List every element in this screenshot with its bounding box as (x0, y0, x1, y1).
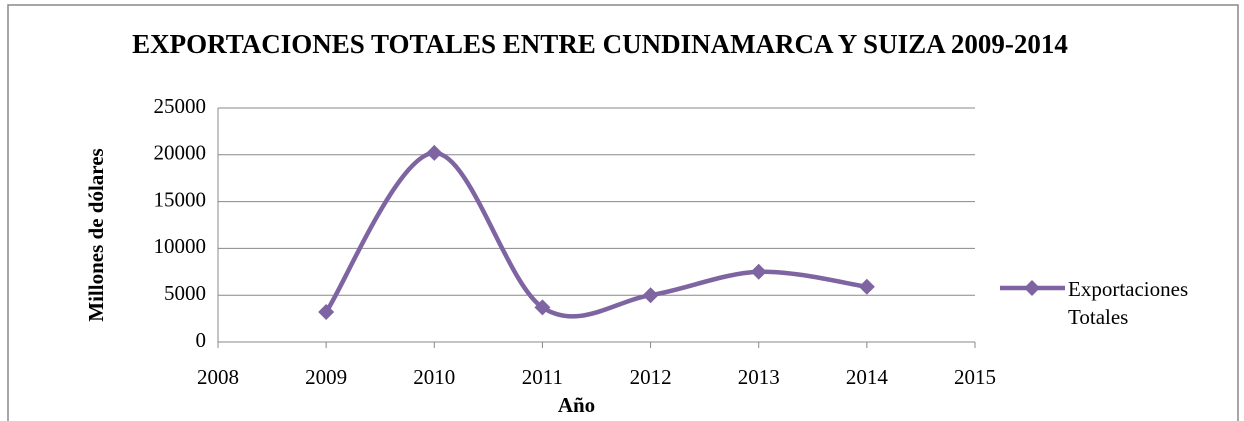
legend-label: Exportaciones Totales (1068, 277, 1189, 329)
data-point (426, 144, 443, 161)
x-tick-label: 2012 (630, 365, 672, 389)
x-tick-label: 2015 (954, 365, 996, 389)
chart-title: EXPORTACIONES TOTALES ENTRE CUNDINAMARCA… (132, 29, 1068, 59)
data-point (642, 287, 659, 304)
x-tick-label: 2013 (738, 365, 780, 389)
x-tick-label: 2011 (522, 365, 563, 389)
y-tick-label: 20000 (154, 141, 207, 165)
data-point (318, 304, 335, 321)
y-tick-label: 25000 (154, 94, 207, 118)
data-point (750, 263, 767, 280)
y-tick-label: 15000 (154, 187, 207, 211)
x-tick-label: 2008 (197, 365, 239, 389)
x-tick-label: 2014 (846, 365, 889, 389)
y-tick-label: 5000 (164, 281, 206, 305)
chart-border (7, 4, 1239, 421)
legend-marker (1024, 280, 1040, 296)
x-tick-label: 2009 (305, 365, 347, 389)
series-line (324, 150, 868, 319)
y-tick-label: 10000 (154, 234, 207, 258)
x-axis-label: Año (558, 393, 595, 417)
data-point (534, 299, 551, 316)
x-tick-label: 2010 (413, 365, 455, 389)
data-point (858, 278, 875, 295)
y-axis-label: Millones de dólares (84, 148, 108, 321)
y-tick-label: 0 (196, 328, 207, 352)
